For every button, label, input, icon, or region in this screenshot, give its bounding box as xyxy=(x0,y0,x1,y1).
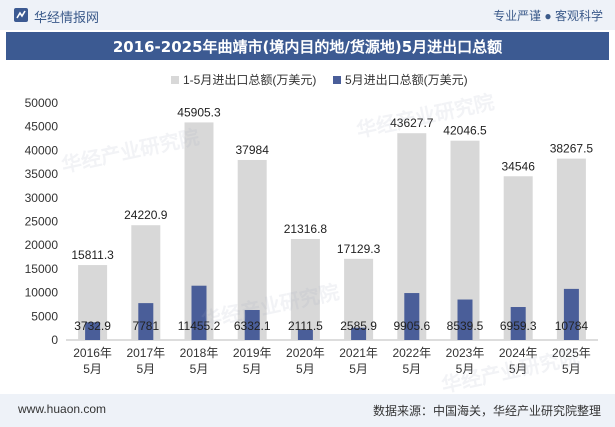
y-tick-label: 50000 xyxy=(25,96,59,110)
legend-label-total: 1-5月进出口总额(万美元) xyxy=(183,73,316,87)
huajing-logo-icon xyxy=(14,8,28,22)
bar-may xyxy=(351,327,367,340)
data-label-total: 24220.9 xyxy=(124,208,168,222)
data-label-may: 6959.3 xyxy=(500,319,537,333)
legend-swatch-may xyxy=(333,76,341,84)
bar-may xyxy=(563,288,579,340)
data-label-total: 21316.8 xyxy=(284,222,328,236)
tagline: 专业严谨 ● 客观科学 xyxy=(493,9,603,23)
x-tick-label-year: 2021年 xyxy=(339,346,378,360)
bar-total xyxy=(344,258,374,340)
bar-may xyxy=(457,299,473,340)
y-tick-label: 40000 xyxy=(25,143,59,157)
x-tick-label-year: 2024年 xyxy=(499,346,538,360)
x-tick-label-year: 2023年 xyxy=(446,346,485,360)
x-tick-label-month: 5月 xyxy=(190,362,209,376)
x-tick-label-year: 2025年 xyxy=(552,346,591,360)
data-label-may: 9905.6 xyxy=(393,319,430,333)
y-tick-label: 10000 xyxy=(25,286,59,300)
y-tick-label: 0 xyxy=(51,333,58,347)
y-tick-label: 25000 xyxy=(25,215,59,229)
data-label-total: 38267.5 xyxy=(550,142,594,156)
bar-may xyxy=(297,329,313,340)
x-tick-label-month: 5月 xyxy=(562,362,581,376)
bar-may xyxy=(138,303,154,340)
y-tick-label: 15000 xyxy=(25,262,59,276)
x-tick-label-month: 5月 xyxy=(296,362,315,376)
x-tick-label-month: 5月 xyxy=(402,362,421,376)
data-label-total: 34546 xyxy=(502,159,536,173)
footer-bar: www.huaon.com 数据来源：中国海关，华经产业研究院整理 xyxy=(0,394,615,427)
data-label-total: 43627.7 xyxy=(390,116,434,130)
bar-may xyxy=(191,285,207,340)
bar-may xyxy=(510,307,526,340)
data-label-may: 3732.9 xyxy=(74,319,111,333)
data-label-may: 8539.5 xyxy=(447,319,484,333)
data-label-may: 2585.9 xyxy=(340,319,377,333)
y-tick-label: 35000 xyxy=(25,167,59,181)
data-label-total: 45905.3 xyxy=(177,105,221,119)
data-source: 数据来源：中国海关，华经产业研究院整理 xyxy=(372,404,601,418)
legend-label-may: 5月进出口总额(万美元) xyxy=(345,73,468,87)
brand-name: 华经情报网 xyxy=(34,10,100,25)
bar-chart: 1-5月进出口总额(万美元) 5月进出口总额(万美元) 0 5000 10000 1500… xyxy=(25,73,598,376)
x-tick-label-month: 5月 xyxy=(83,362,102,376)
data-label-total: 42046.5 xyxy=(443,124,487,138)
x-tick-label-year: 2016年 xyxy=(73,346,112,360)
data-label-may: 11455.2 xyxy=(178,319,221,333)
y-tick-label: 5000 xyxy=(31,309,58,323)
y-tick-label: 45000 xyxy=(25,120,59,134)
x-tick-label-year: 2019年 xyxy=(233,346,272,360)
data-label-may: 10784 xyxy=(555,319,589,333)
legend-swatch-total xyxy=(171,76,179,84)
x-tick-label-month: 5月 xyxy=(509,362,528,376)
data-label-total: 15811.3 xyxy=(71,248,114,262)
data-label-may: 7781 xyxy=(132,319,159,333)
header-bar: 华经情报网 专业严谨 ● 客观科学 xyxy=(0,0,615,30)
x-tick-label-year: 2018年 xyxy=(180,346,219,360)
y-tick-label: 30000 xyxy=(25,191,59,205)
chart-title: 2016-2025年曲靖市(境内目的地/货源地)5月进出口总额 xyxy=(112,38,503,56)
x-tick-label-month: 5月 xyxy=(136,362,155,376)
x-tick-label-year: 2020年 xyxy=(286,346,325,360)
y-tick-label: 20000 xyxy=(25,238,59,252)
title-bar: 2016-2025年曲靖市(境内目的地/货源地)5月进出口总额 xyxy=(6,32,609,60)
data-label-total: 37984 xyxy=(236,143,270,157)
x-tick-label-year: 2022年 xyxy=(392,346,431,360)
website-url[interactable]: www.huaon.com xyxy=(18,402,107,416)
bar-may xyxy=(85,322,101,340)
x-tick-label-year: 2017年 xyxy=(126,346,165,360)
data-label-may: 6332.1 xyxy=(234,319,271,333)
bar-may xyxy=(404,293,420,340)
x-tick-label-month: 5月 xyxy=(243,362,262,376)
data-label-may: 2111.5 xyxy=(288,319,323,333)
bar-may xyxy=(244,309,260,340)
x-tick-label-month: 5月 xyxy=(349,362,368,376)
bar-total xyxy=(290,238,320,340)
data-label-total: 17129.3 xyxy=(337,242,381,256)
x-tick-label-month: 5月 xyxy=(456,362,475,376)
